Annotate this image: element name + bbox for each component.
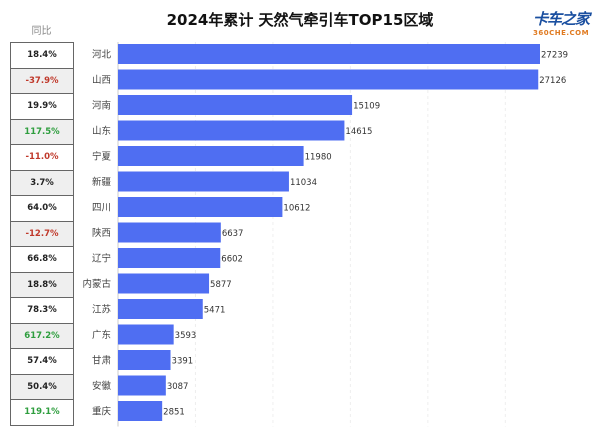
yoy-cell: -12.7% — [11, 221, 73, 247]
category-label: 安徽 — [92, 380, 112, 392]
data-label: 11980 — [305, 153, 332, 163]
logo: 卡车之家 360CHE.COM — [533, 8, 590, 37]
category-label: 陕西 — [92, 227, 111, 239]
data-label: 27239 — [541, 51, 568, 61]
yoy-cell: 18.4% — [11, 43, 73, 69]
yoy-cell: 57.4% — [11, 349, 73, 375]
chart-title: 2024年累计 天然气牵引车TOP15区域 — [166, 11, 434, 29]
bar — [118, 375, 166, 396]
yoy-cell: 117.5% — [11, 119, 73, 145]
bar — [118, 222, 221, 243]
data-label: 5471 — [204, 306, 226, 316]
data-label: 2851 — [163, 408, 185, 418]
category-label: 广东 — [92, 329, 111, 341]
bar — [118, 44, 540, 64]
bar — [118, 146, 304, 166]
category-label: 内蒙古 — [82, 278, 111, 290]
yoy-cell: -11.0% — [11, 145, 73, 171]
bar — [118, 69, 539, 90]
yoy-cell: 19.9% — [11, 94, 73, 120]
bar — [118, 401, 163, 421]
data-label: 14615 — [345, 127, 372, 137]
yoy-table: 18.4% -37.9% 19.9% 117.5% -11.0% 3.7% 64.0% -12… — [10, 42, 74, 426]
bar — [118, 120, 345, 141]
category-label: 河北 — [92, 49, 112, 61]
data-label: 10612 — [283, 204, 310, 214]
yoy-cell: 66.8% — [11, 247, 73, 273]
data-label: 6637 — [222, 229, 244, 239]
yoy-cell: 617.2% — [11, 323, 73, 349]
yoy-cell: 3.7% — [11, 170, 73, 196]
category-label: 重庆 — [92, 406, 112, 418]
yoy-cell: 18.8% — [11, 272, 73, 298]
category-label: 山东 — [92, 125, 111, 137]
data-label: 3593 — [175, 331, 197, 341]
bar — [118, 273, 210, 294]
yoy-cell: 119.1% — [24, 407, 60, 418]
category-label: 河南 — [92, 100, 111, 112]
data-label: 11034 — [290, 178, 317, 188]
yoy-cell: -37.9% — [11, 68, 73, 94]
data-label: 3391 — [172, 357, 194, 367]
category-label: 四川 — [92, 203, 111, 214]
bar — [118, 171, 289, 192]
yoy-cell: 78.3% — [11, 298, 73, 324]
bar — [118, 248, 221, 268]
bar — [118, 324, 174, 345]
data-label: 15109 — [353, 102, 380, 112]
yoy-cell: 64.0% — [11, 196, 73, 222]
category-label: 新疆 — [92, 176, 112, 188]
category-label: 甘肃 — [92, 355, 111, 367]
logo-main: 卡车之家 — [533, 10, 590, 28]
category-label: 宁夏 — [92, 151, 112, 163]
category-label: 山西 — [92, 75, 111, 86]
category-label: 江苏 — [92, 304, 112, 316]
bar — [118, 350, 171, 370]
category-label: 辽宁 — [92, 253, 111, 265]
bar — [118, 299, 203, 319]
yoy-cell: 50.4% — [11, 374, 73, 400]
logo-sub: 360CHE.COM — [533, 29, 590, 37]
data-label: 5877 — [210, 280, 232, 290]
data-label: 27126 — [539, 76, 566, 86]
data-label: 3087 — [167, 382, 189, 392]
yoy-header: 同比 — [31, 26, 52, 37]
bar — [118, 197, 283, 217]
data-label: 6602 — [221, 255, 243, 265]
bar — [118, 95, 353, 115]
